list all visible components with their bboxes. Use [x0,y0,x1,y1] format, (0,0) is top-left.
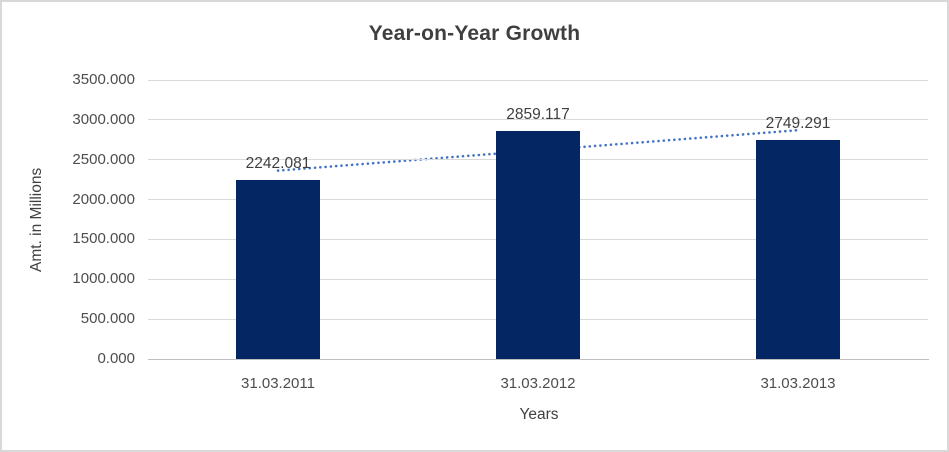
x-axis-title: Years [519,406,559,423]
data-label: 2749.291 [765,114,831,132]
bar-31.03.2013[interactable] [756,139,840,359]
bar-31.03.2012[interactable] [496,131,580,359]
gridline [148,79,928,81]
y-tick-label: 3500.000 [72,71,135,88]
x-tick-label: 31.03.2013 [760,375,836,392]
y-tick-label: 1500.000 [72,230,135,248]
data-label: 2242.081 [245,155,311,173]
x-axis-line [148,359,929,360]
y-tick-label: 2000.000 [72,190,135,208]
x-tick-label: 31.03.2011 [241,375,315,392]
y-tick-label: 500.000 [80,310,135,328]
gridline [148,119,928,121]
chart-title: Year-on-Year Growth [368,22,581,45]
y-tick-label: 2500.000 [72,150,135,168]
y-tick-label: 1000.000 [72,270,135,288]
y-tick-label: 3000.000 [72,110,135,128]
data-label: 2859.117 [506,106,570,124]
bar-31.03.2011[interactable] [236,180,320,359]
y-tick-label: 0.000 [97,350,135,367]
x-tick-label: 31.03.2012 [500,375,576,392]
